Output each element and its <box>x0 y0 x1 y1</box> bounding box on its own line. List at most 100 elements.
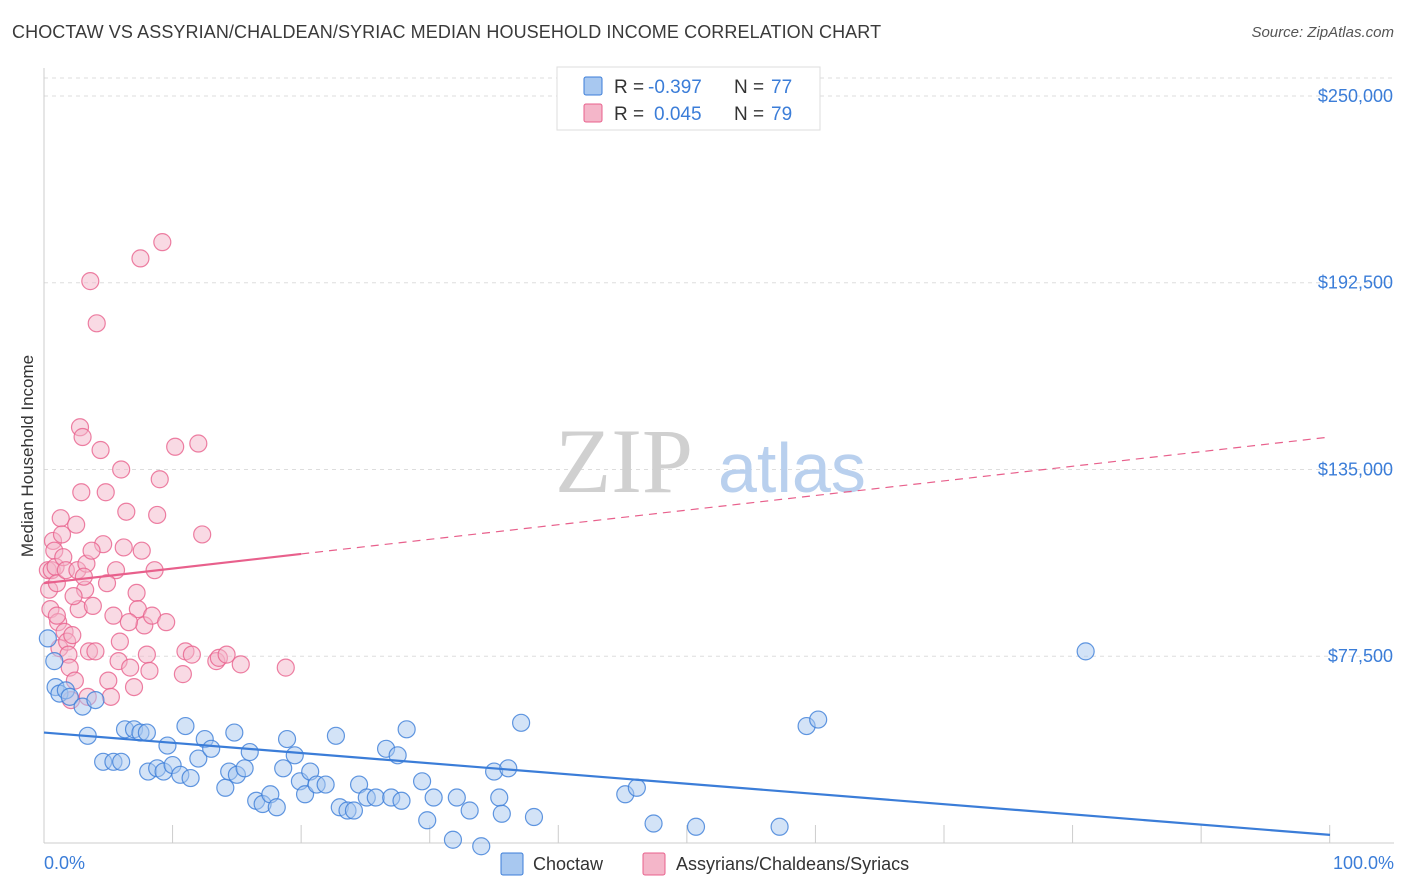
choctaw-point <box>267 798 286 817</box>
choctaw-point <box>326 726 346 745</box>
y-tick-label: $250,000 <box>1318 86 1393 106</box>
legend-r-value-assyrian: 0.045 <box>654 104 702 125</box>
assyrian-point <box>96 483 115 502</box>
choctaw-point <box>472 837 491 856</box>
choctaw-point <box>158 736 177 755</box>
choctaw-point <box>809 710 828 729</box>
legend-r-label-1: R = <box>614 77 644 98</box>
assyrian-point <box>217 645 236 664</box>
assyrian-point <box>148 505 167 525</box>
assyrian-point <box>47 606 66 625</box>
choctaw-point <box>344 801 364 820</box>
choctaw-point <box>627 778 646 797</box>
choctaw-point <box>424 788 443 807</box>
assyrian-point <box>153 233 172 252</box>
assyrian-point <box>127 583 146 603</box>
assyrian-point <box>140 661 159 680</box>
bottom-legend-choctaw: Choctaw <box>533 854 604 874</box>
trend-line-choctaw <box>43 731 1331 836</box>
assyrian-point <box>173 665 192 684</box>
y-tick-label: $135,000 <box>1318 459 1393 479</box>
legend-n-label-2: N = <box>734 104 764 125</box>
assyrian-point <box>182 645 201 664</box>
choctaw-point <box>277 729 297 749</box>
assyrian-point <box>193 525 212 544</box>
legend-r-label-2: R = <box>614 104 644 125</box>
watermark-zip: ZIP <box>555 410 693 512</box>
choctaw-point <box>397 720 416 739</box>
choctaw-point <box>189 749 208 768</box>
choctaw-point <box>490 788 509 807</box>
assyrian-point <box>150 470 169 489</box>
choctaw-point <box>38 629 57 648</box>
trend-lines <box>43 436 1331 836</box>
series-choctaw-points <box>38 629 1095 856</box>
bottom-legend-swatch-assyrian <box>642 852 666 876</box>
bottom-legend: Choctaw Assyrians/Chaldeans/Syriacs <box>500 852 909 876</box>
choctaw-point <box>770 817 789 836</box>
assyrian-point <box>91 440 110 460</box>
assyrian-point <box>86 642 105 661</box>
choctaw-point <box>202 739 221 758</box>
assyrian-point <box>97 574 117 593</box>
choctaw-point <box>274 759 293 778</box>
choctaw-point <box>1076 642 1095 661</box>
choctaw-point <box>60 687 79 706</box>
assyrian-point <box>166 437 185 456</box>
legend-n-label-1: N = <box>734 77 764 98</box>
assyrian-point <box>110 632 129 651</box>
choctaw-point <box>418 811 437 830</box>
chart-title: CHOCTAW VS ASSYRIAN/CHALDEAN/SYRIAC MEDI… <box>12 22 882 42</box>
x-tick-label-end: 100.0% <box>1333 853 1394 873</box>
choctaw-point <box>295 785 315 804</box>
assyrian-point <box>99 671 118 690</box>
choctaw-point <box>443 830 463 849</box>
assyrian-point <box>104 606 123 625</box>
watermark-atlas: atlas <box>718 429 866 507</box>
choctaw-point <box>492 804 511 823</box>
choctaw-point <box>460 801 479 820</box>
assyrian-point <box>101 687 120 706</box>
assyrian-point <box>72 483 91 502</box>
assyrian-point <box>74 567 93 586</box>
assyrian-point <box>117 502 136 521</box>
choctaw-point <box>225 723 244 742</box>
assyrian-point <box>73 427 92 447</box>
trend-line-assyrian-dashed <box>301 436 1331 555</box>
choctaw-point <box>285 746 304 765</box>
assyrian-point <box>67 515 86 534</box>
bottom-legend-swatch-choctaw <box>500 852 524 876</box>
choctaw-point <box>447 788 466 807</box>
choctaw-point <box>86 690 105 710</box>
assyrian-point <box>231 655 250 674</box>
legend-r-value-choctaw: -0.397 <box>648 77 702 98</box>
assyrian-point <box>81 272 100 291</box>
y-axis-label: Median Household Income <box>18 355 37 557</box>
assyrian-point <box>131 249 150 268</box>
choctaw-point <box>240 742 259 762</box>
assyrian-point <box>83 596 102 616</box>
assyrian-point <box>189 434 208 453</box>
assyrian-point <box>112 460 131 479</box>
assyrian-point <box>52 525 72 544</box>
choctaw-point <box>686 817 706 836</box>
assyrian-point <box>63 626 82 645</box>
choctaw-point <box>112 752 131 771</box>
legend-box: R = -0.397 N = 77 R = 0.045 N = 79 <box>556 66 821 131</box>
assyrian-point <box>64 587 83 606</box>
choctaw-point <box>412 772 432 791</box>
y-tick-labels: $77,500 $135,000 $192,500 $250,000 <box>1318 86 1393 666</box>
choctaw-point <box>181 768 200 788</box>
assyrian-point <box>87 314 106 333</box>
assyrian-point <box>276 658 295 677</box>
legend-swatch-assyrian <box>583 103 603 123</box>
trend-line-assyrian-solid <box>43 552 302 585</box>
series-assyrian-points <box>38 233 295 710</box>
assyrian-point <box>119 613 138 632</box>
choctaw-point <box>45 652 64 671</box>
x-tick-label-start: 0.0% <box>44 853 85 873</box>
legend-swatch-choctaw <box>583 76 603 96</box>
choctaw-point <box>366 788 385 807</box>
choctaw-point <box>316 775 335 794</box>
